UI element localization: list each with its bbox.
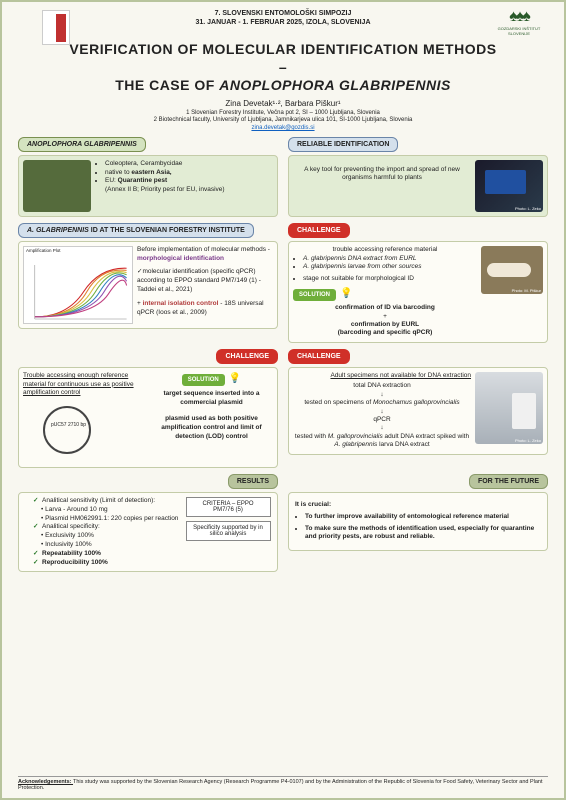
title-line2-species: ANOPLOPHORA GLABRIPENNIS <box>219 77 451 93</box>
challenge2-solution: SOLUTION💡 target sequence inserted into … <box>150 372 273 442</box>
lightbulb-icon: 💡 <box>340 287 352 301</box>
lightbulb-icon: 💡 <box>229 372 241 386</box>
heading-reliable: RELIABLE IDENTIFICATION <box>288 137 398 152</box>
amplification-chart: Amplification Plot <box>23 246 133 324</box>
tree-icon: ♠♠♠ <box>494 8 544 26</box>
species-l3: EU: Quarantine pest <box>105 177 225 186</box>
reliable-text: A key tool for preventing the import and… <box>293 160 471 189</box>
poster-content: ANOPLOPHORA GLABRIPENNIS Coleoptera, Cer… <box>2 133 564 582</box>
reliable-panel: A key tool for preventing the import and… <box>288 155 548 217</box>
ack-label: Acknowledgements: <box>18 779 73 785</box>
title-line2-pre: THE CASE OF <box>115 77 219 93</box>
species-l4: (Annex II B; Priority pest for EU, invas… <box>105 186 225 195</box>
solution-badge: SOLUTION <box>182 374 225 386</box>
logo-left <box>42 10 70 45</box>
photo-credit: Photo: L. Zeko <box>515 438 541 443</box>
affiliations: 1 Slovenian Forestry Institute, Večna po… <box>2 110 564 133</box>
heading-results: RESULTS <box>228 474 278 489</box>
heading-future: FOR THE FUTURE <box>469 474 548 489</box>
conference-line1: 7. SLOVENSKI ENTOMOLOŠKI SIMPOZIJ <box>12 10 554 17</box>
poster-title: VERIFICATION OF MOLECULAR IDENTIFICATION… <box>22 40 544 95</box>
ack-text: This study was supported by the Slovenia… <box>18 779 543 792</box>
qpcr-machine-photo: Photo: L. Zeko <box>475 160 543 212</box>
plasmid-diagram: pUC57 2710 bp <box>23 398 146 463</box>
species-l2: native to eastern Asia, <box>105 169 225 178</box>
title-line1: VERIFICATION OF MOLECULAR IDENTIFICATION… <box>69 41 496 57</box>
affil-1: 1 Slovenian Forestry Institute, Večna po… <box>2 110 564 118</box>
heading-species-text: ANOPLOPHORA GLABRIPENNIS <box>27 141 137 148</box>
results-panel: Analitical sensitivity (Limit of detecti… <box>18 492 278 572</box>
authors: Zina Devetak¹·², Barbara Piškur¹ <box>2 99 564 108</box>
challenge2-top: Trouble accessing enough reference mater… <box>23 372 146 398</box>
species-bullets: Coleoptera, Cerambycidae native to easte… <box>95 160 225 195</box>
challenge1-panel: trouble accessing reference material A. … <box>288 241 548 343</box>
heading-challenge-3: CHALLENGE <box>288 349 350 364</box>
title-dash: – <box>22 58 544 76</box>
sfi-text: Before implementation of molecular metho… <box>137 246 273 317</box>
larva-photo: Photo: M. Piškur <box>481 246 543 294</box>
heading-challenge-2: CHALLENGE <box>216 349 278 364</box>
photo-credit: Photo: M. Piškur <box>512 288 541 293</box>
challenge3-text: Adult specimens not available for DNA ex… <box>293 372 471 450</box>
photo-credit: Photo: L. Zeko <box>515 206 541 211</box>
heading-challenge-1: CHALLENGE <box>288 223 350 238</box>
criteria-box: CRITERIA – EPPO PM7/76 (5) <box>186 497 271 517</box>
sfi-panel: Amplification Plot Before impleme <box>18 241 278 329</box>
results-list: Analitical sensitivity (Limit of detecti… <box>23 497 179 567</box>
acknowledgements: Acknowledgements: This study was support… <box>18 776 548 792</box>
heading-sfi: A. GLABRIPENNIS ID AT THE SLOVENIAN FORE… <box>18 223 254 238</box>
specificity-box: Specificity supported by in silico analy… <box>186 521 271 541</box>
poster-header: ♠♠♠ GOZDARSKI INŠTITUT SLOVENIJE 7. SLOV… <box>2 2 564 28</box>
logo-right: ♠♠♠ GOZDARSKI INŠTITUT SLOVENIJE <box>494 8 544 43</box>
arrow-icon: ↓ <box>293 408 471 416</box>
affil-2: 2 Biotechnical faculty, University of Lj… <box>2 117 564 125</box>
challenge3-panel: Adult specimens not available for DNA ex… <box>288 367 548 455</box>
solution-badge: SOLUTION <box>293 289 336 301</box>
author-email[interactable]: zina.devetak@gozdis.si <box>251 125 314 131</box>
plasmid-label: pUC57 2710 bp <box>51 422 86 428</box>
arrow-icon: ↓ <box>293 391 471 399</box>
challenge2-panel: Trouble accessing enough reference mater… <box>18 367 278 468</box>
future-panel: It is crucial: To further improve availa… <box>288 492 548 551</box>
heading-species: ANOPLOPHORA GLABRIPENNIS <box>18 137 146 152</box>
species-panel: Coleoptera, Cerambycidae native to easte… <box>18 155 278 217</box>
future-text: It is crucial: To further improve availa… <box>293 497 543 546</box>
beetle-photo <box>23 160 91 212</box>
lab-photo: Photo: L. Zeko <box>475 372 543 444</box>
chart-title: Amplification Plot <box>24 247 132 254</box>
species-l1: Coleoptera, Cerambycidae <box>105 160 225 169</box>
logo-right-label: GOZDARSKI INŠTITUT SLOVENIJE <box>494 26 544 36</box>
conference-line2: 31. JANUAR - 1. FEBRUAR 2025, IZOLA, SLO… <box>12 19 554 26</box>
challenge1-text: trouble accessing reference material A. … <box>293 246 477 338</box>
arrow-icon: ↓ <box>293 424 471 432</box>
